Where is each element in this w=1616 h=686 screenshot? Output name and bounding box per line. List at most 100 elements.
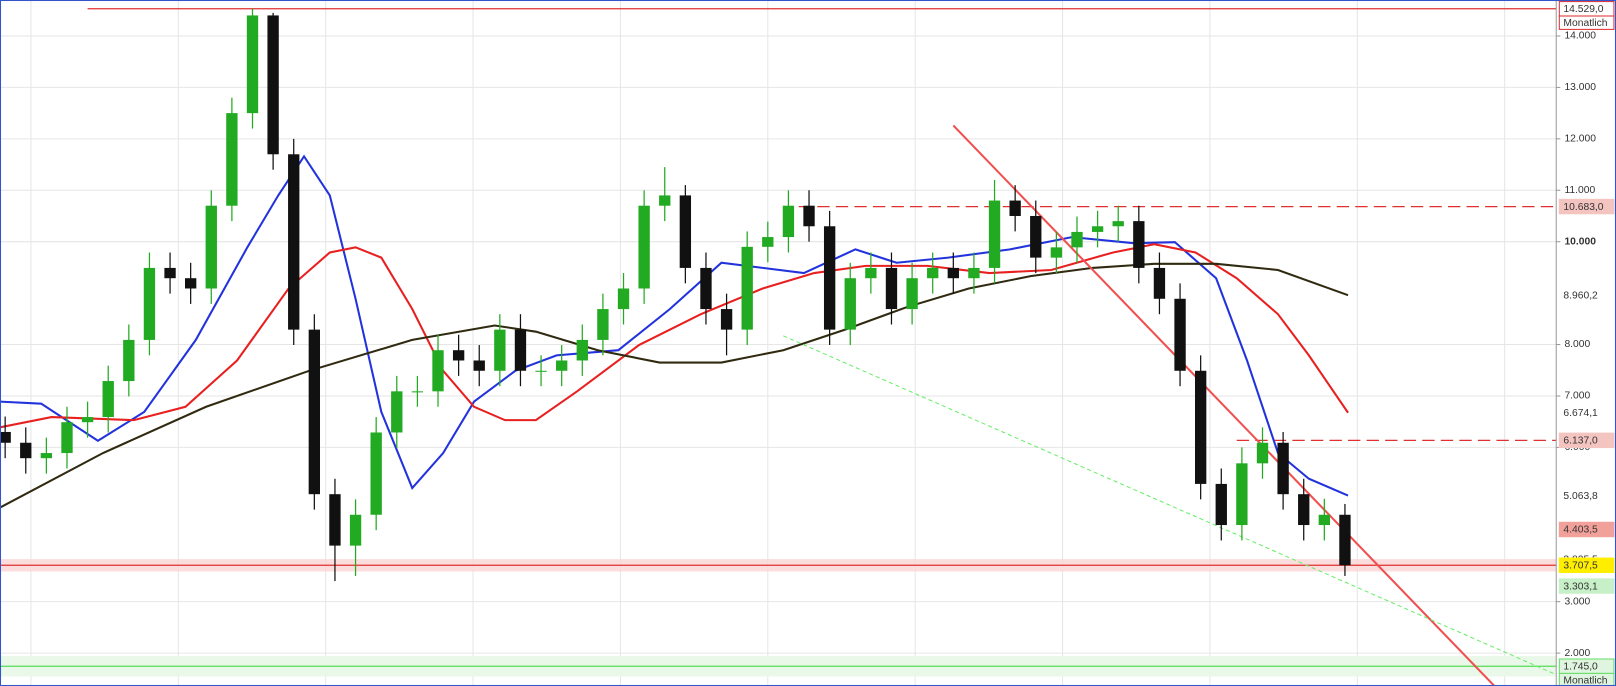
candle-body	[164, 267, 176, 279]
candle-body	[1256, 442, 1269, 464]
candle-body	[638, 205, 650, 289]
y-tick-label: 11.000	[1564, 185, 1595, 196]
candle-body	[865, 267, 877, 279]
candle-body	[452, 350, 465, 361]
price-label-box	[1558, 521, 1615, 538]
candle-body	[288, 154, 300, 330]
candle-body	[906, 278, 918, 310]
y-tick-label: 12.000	[1564, 134, 1596, 145]
candle-body	[1112, 221, 1124, 227]
candle-body	[1133, 221, 1145, 268]
candle-body	[659, 195, 671, 206]
candle-body	[782, 205, 795, 238]
candle-body	[308, 329, 321, 495]
candle-body	[40, 453, 53, 459]
indicator-line	[0, 243, 1349, 429]
y-tick-label: 13.000	[1564, 82, 1596, 93]
candle-body	[226, 113, 238, 206]
candle-body	[370, 432, 382, 515]
candle-body	[947, 267, 959, 279]
candle-body	[1030, 215, 1042, 258]
y-tick-label: 10.000	[1564, 236, 1596, 247]
candle-body	[0, 431, 11, 443]
candle-body	[391, 391, 403, 433]
candle-body	[411, 391, 424, 393]
candle-body	[61, 422, 73, 454]
price-label: 3.303,1	[1563, 581, 1598, 592]
y-tick-label: 14.000	[1564, 31, 1596, 42]
candle-body	[741, 246, 753, 330]
candle-body	[597, 309, 609, 340]
candle-body	[1236, 463, 1248, 526]
y-tick-label: 8.000	[1564, 339, 1590, 350]
candle-body	[1091, 226, 1104, 232]
y-axis: 14.000 13.000 12.000 11.000 10.000 8.000 7.000…	[1556, 1, 1615, 686]
candle-body	[81, 417, 94, 423]
candle-body	[1153, 267, 1166, 299]
candle-body	[514, 329, 527, 371]
candle-body	[143, 267, 156, 340]
candle-body	[205, 205, 217, 289]
price-note: Monatlich	[1563, 18, 1607, 29]
price-label-box	[1558, 578, 1615, 594]
candles	[0, 8, 1351, 582]
candle-body	[20, 442, 32, 459]
y-tick-label: 3.000	[1564, 596, 1590, 607]
price-label-box	[1558, 487, 1615, 504]
indicator-line	[952, 124, 1496, 686]
price-note-box	[1558, 672, 1615, 686]
candle-body	[1071, 231, 1083, 248]
price-label-box	[1558, 287, 1615, 303]
candle-body	[349, 514, 362, 546]
price-label-box	[1558, 198, 1615, 215]
price-note-box	[1558, 15, 1615, 30]
candle-body	[184, 278, 197, 289]
candle-body	[823, 226, 836, 330]
candle-body	[556, 360, 568, 371]
candle-body	[535, 370, 547, 372]
indicator-line	[783, 335, 1557, 676]
candle-body	[1277, 442, 1289, 495]
levels	[0, 8, 1557, 677]
candle-body	[102, 381, 114, 418]
price-label: 14.529,0	[1563, 4, 1603, 15]
indicator-line	[0, 154, 1349, 497]
candle-body	[844, 278, 856, 330]
candle-body	[803, 205, 815, 227]
price-note: Monatlich	[1563, 675, 1607, 686]
candle-body	[885, 267, 898, 310]
candle-body	[1174, 298, 1186, 371]
candle-body	[617, 288, 630, 310]
candle-body	[1339, 514, 1351, 566]
price-label: 3.707,5	[1563, 561, 1598, 572]
price-label: 5.063,8	[1563, 491, 1598, 502]
candle-body	[432, 350, 444, 392]
candle-body	[267, 15, 279, 155]
y-tick-label: 2.000	[1564, 648, 1590, 659]
price-label: 10.683,0	[1563, 202, 1603, 213]
y-tick-label: 7.000	[1564, 391, 1590, 402]
candle-body	[762, 237, 774, 247]
price-label: 4.403,5	[1563, 525, 1598, 536]
candle-body	[720, 309, 733, 330]
candle-body	[494, 329, 506, 371]
price-label-box	[1558, 557, 1615, 574]
price-label: 6.137,0	[1563, 436, 1598, 447]
price-label: 1.745,0	[1563, 661, 1598, 672]
candle-body	[927, 267, 939, 279]
price-label-box	[1558, 405, 1615, 421]
candle-body	[1215, 483, 1227, 526]
price-label: 6.674,1	[1563, 408, 1598, 419]
candle-body	[123, 339, 135, 382]
price-label: 8.960,2	[1563, 290, 1598, 301]
candle-body	[576, 339, 588, 361]
price-label-box	[1558, 432, 1615, 449]
candle-body	[1318, 514, 1331, 526]
grid	[0, 0, 1557, 686]
candle-body	[968, 267, 980, 279]
candle-body	[700, 267, 712, 310]
candle-body	[246, 15, 259, 114]
